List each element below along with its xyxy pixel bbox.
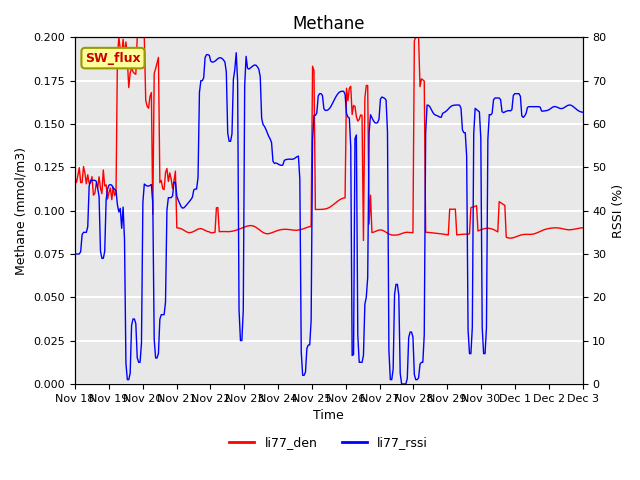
Y-axis label: RSSI (%): RSSI (%)	[612, 184, 625, 238]
X-axis label: Time: Time	[314, 409, 344, 422]
Y-axis label: Methane (mmol/m3): Methane (mmol/m3)	[15, 147, 28, 275]
Legend: li77_den, li77_rssi: li77_den, li77_rssi	[225, 431, 433, 454]
Text: SW_flux: SW_flux	[85, 51, 141, 65]
Title: Methane: Methane	[292, 15, 365, 33]
